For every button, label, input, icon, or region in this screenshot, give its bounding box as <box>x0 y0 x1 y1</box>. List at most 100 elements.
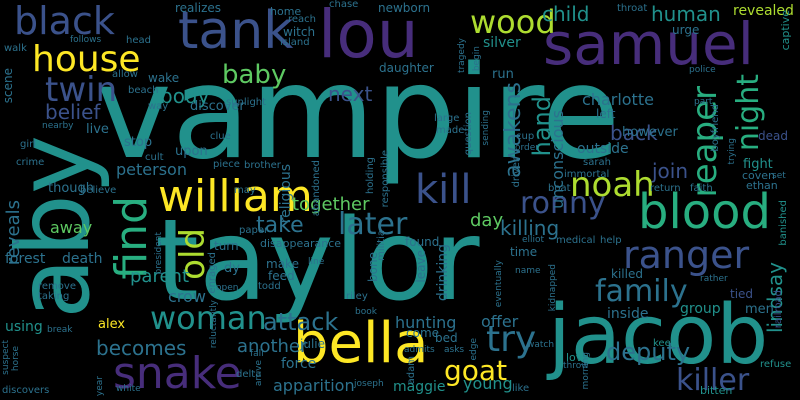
word-bella: bella <box>293 311 429 376</box>
word-admits: admits <box>404 345 435 355</box>
word-horse: horse <box>11 346 21 372</box>
word-day: day <box>470 210 504 231</box>
word-julie: julie <box>300 337 325 351</box>
word-feed: feed <box>268 269 295 283</box>
word-witch: witch <box>283 25 316 39</box>
word-refuse: refuse <box>760 359 792 370</box>
word-peterson: peterson <box>116 160 187 179</box>
word-upon: upon <box>175 144 208 159</box>
word-taylor: taylor <box>155 196 480 326</box>
word-later: later <box>338 207 408 242</box>
word-together: together <box>292 194 370 215</box>
word-clue: clue <box>210 131 231 142</box>
word-piece: piece <box>213 159 240 170</box>
word-inside: inside <box>607 306 649 322</box>
word-force: force <box>281 356 317 372</box>
word-religious: religious <box>278 164 294 224</box>
word-tragedy: tragedy <box>457 38 467 74</box>
word-kidnapped: kidnapped <box>548 264 558 312</box>
word-tank: tank <box>178 1 294 61</box>
word-part: part <box>694 97 713 107</box>
word-jacob: jacob <box>548 288 769 383</box>
word-question: question <box>463 112 474 156</box>
word-snake: snake <box>113 348 242 399</box>
word-taking: taking <box>38 291 70 302</box>
word-killing: killing <box>500 216 560 240</box>
word-home: home <box>270 5 302 18</box>
word-nearby: nearby <box>42 121 74 131</box>
word-medical: medical <box>556 235 596 246</box>
word-kill: kill <box>415 167 472 213</box>
word-made: made <box>436 125 465 136</box>
word-eventually: eventually <box>494 260 504 308</box>
word-try: try <box>486 319 537 360</box>
word-remove: remove <box>38 281 76 292</box>
word-abandoned: abandoned <box>311 160 322 217</box>
word-captive: captive <box>779 10 792 51</box>
word-house: house <box>32 39 141 80</box>
word-order: order <box>515 143 539 153</box>
word-set: set <box>772 171 786 181</box>
word-young: young <box>463 374 513 393</box>
word-noah: noah <box>570 165 655 205</box>
word-discovers: discovers <box>2 385 50 396</box>
word-william: william <box>158 171 313 222</box>
word-holding: holding <box>365 157 376 195</box>
word-way: way <box>148 101 169 112</box>
word-riley: riley <box>346 291 368 302</box>
word-body: body <box>160 84 210 108</box>
word-family: family <box>595 274 688 309</box>
word-charlotte: charlotte <box>582 90 654 109</box>
word-killer: killer <box>676 363 750 398</box>
word-samuel: samuel <box>543 10 754 78</box>
word-adam: adam <box>406 356 417 385</box>
word-fall: fall <box>250 349 264 359</box>
word-black: black <box>14 0 115 43</box>
word-reach: reach <box>288 14 317 25</box>
word-head: head <box>126 35 151 46</box>
word-railroad: railroad <box>773 290 784 329</box>
word-island: island <box>280 37 310 48</box>
word-rather: rather <box>700 274 728 284</box>
word-boyfriend: boyfriend <box>710 104 721 152</box>
word-newborn: newborn <box>378 1 431 15</box>
word-discover: discover <box>190 99 245 114</box>
word-ranger: ranger <box>623 233 750 277</box>
word-help: help <box>600 235 622 246</box>
word-dead: dead <box>758 129 788 143</box>
word-coven: coven <box>742 169 776 182</box>
word-leave: leave <box>414 250 428 283</box>
word-faith: faith <box>690 183 713 194</box>
word-make: make <box>266 257 299 271</box>
word-beach: beach <box>128 85 159 96</box>
word-offer: offer <box>481 312 519 331</box>
word-crow: crow <box>168 287 206 306</box>
word-delta: delta <box>236 369 262 380</box>
word-next: next <box>328 82 373 106</box>
word-name: name <box>515 266 541 276</box>
word-edge: edge <box>469 338 479 361</box>
word-live: live <box>86 122 109 137</box>
word-woman: woman <box>150 299 267 337</box>
word-vampire: vampire <box>96 39 621 188</box>
word-away: away <box>50 218 93 237</box>
word-paper: paper <box>239 225 269 236</box>
word-time: time <box>510 245 538 259</box>
word-cult: cult <box>145 152 164 163</box>
word-tied: tied <box>730 287 754 301</box>
word-responsible: responsible <box>380 150 391 208</box>
word-outside: outside <box>577 141 629 157</box>
word-white: white <box>116 384 141 394</box>
word-urge: urge <box>672 23 700 37</box>
word-wood: wood <box>470 3 556 41</box>
word-back: back <box>610 121 658 145</box>
word-throw: throw <box>563 361 589 371</box>
word-parent: parent <box>130 266 190 287</box>
word-disappearance: disappearance <box>260 237 342 250</box>
word-police: police <box>689 65 716 75</box>
word-like: like <box>512 383 530 394</box>
word-group: group <box>680 301 721 317</box>
word-keep: keep <box>653 338 678 349</box>
word-walk: walk <box>4 43 27 54</box>
word-join: join <box>652 159 689 183</box>
